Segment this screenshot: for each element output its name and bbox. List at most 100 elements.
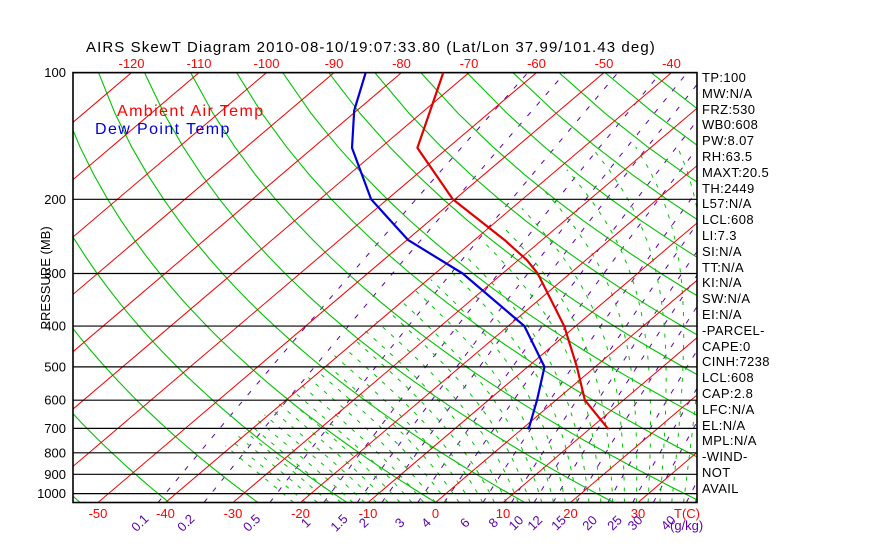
- sounding-profiles: [350, 72, 609, 430]
- isotherm-20: [570, 394, 697, 503]
- isotherm--50: [97, 72, 605, 503]
- stat-line: AVAIL: [702, 480, 739, 496]
- stat-line: PW:8.07: [702, 133, 755, 149]
- dry-adiabat-line: [190, 72, 697, 501]
- stat-line: LCL:608: [702, 212, 754, 228]
- moist-adiabat-line: [237, 435, 318, 503]
- dewpoint-temp-curve: [350, 72, 546, 430]
- top-axis-tick--40: -40: [662, 56, 681, 71]
- stat-line: CAP:2.8: [702, 385, 754, 401]
- pressure-tick-500: 500: [44, 359, 66, 374]
- top-axis-tick--60: -60: [527, 56, 546, 71]
- isotherm--100: [73, 72, 267, 238]
- dry-adiabat-line: [282, 72, 697, 416]
- moist-adiabat-line: [376, 321, 519, 503]
- stat-line: LI:7.3: [702, 227, 737, 243]
- top-axis-tick--120: -120: [118, 56, 144, 71]
- moist-adiabat-line: [285, 396, 401, 503]
- bottom-axis-tick--30: -30: [224, 506, 243, 521]
- dry-adiabat-lines: [73, 72, 697, 503]
- stat-line: MPL:N/A: [702, 433, 757, 449]
- moist-adiabat-line: [270, 408, 377, 503]
- stats-panel: TP:100 MW:N/A FRZ:530 WB0:608 PW:8.07 RH:63.5…: [702, 70, 867, 497]
- stat-line: KI:N/A: [702, 275, 742, 291]
- stat-line: RH:63.5: [702, 148, 753, 164]
- isotherm-lines: [73, 72, 697, 503]
- pressure-tick-700: 700: [44, 421, 66, 436]
- stat-line: TP:100: [702, 70, 747, 85]
- stat-line: TT:N/A: [702, 259, 745, 275]
- isotherm--40: [165, 72, 672, 503]
- pressure-tick-600: 600: [44, 393, 66, 408]
- mixing-ratio-line-6: [482, 190, 697, 503]
- moist-adiabat-line: [635, 146, 685, 503]
- moist-adiabat-line: [500, 224, 614, 503]
- moist-adiabat-line: [566, 169, 652, 503]
- pressure-tick-900: 900: [44, 467, 66, 482]
- pressure-axis-label: PRESSURE (MB): [38, 226, 53, 329]
- mixing-ratio-line-3: [417, 120, 697, 503]
- moist-adiabat-line: [590, 146, 667, 503]
- bottom-axis-tick--50: -50: [89, 506, 108, 521]
- pressure-tick-400: 400: [44, 319, 66, 334]
- pressure-tick-1000: 1000: [37, 486, 66, 501]
- mixing-ratio-line-15: [576, 305, 697, 503]
- stat-line: MAXT:20.5: [702, 164, 770, 180]
- stat-line: NOT: [702, 464, 731, 480]
- dry-adiabat-line: [73, 128, 437, 503]
- mixing-ratio-tick-3: 3: [392, 515, 408, 531]
- moist-adiabat-line: [415, 290, 555, 503]
- legend-ambient-air-temp: Ambient Air Temp: [117, 103, 265, 120]
- top-axis-tick--50: -50: [595, 56, 614, 71]
- bottom-axis-tick-20: 20: [563, 506, 577, 521]
- mixing-ratio-tick-0.1: 0.1: [128, 511, 151, 534]
- temp-unit-label: T(C): [674, 506, 700, 521]
- dry-adiabat-line: [73, 327, 259, 503]
- stat-line: L57:N/A: [702, 196, 752, 212]
- mixing-ratio-line-25: [632, 387, 697, 503]
- moist-adiabat-line: [481, 239, 602, 503]
- isotherm--70: [73, 72, 470, 410]
- moist-adiabat-line: [388, 311, 531, 503]
- mixing-ratio-tick-6: 6: [457, 515, 473, 531]
- stat-line: EI:N/A: [702, 306, 742, 322]
- stat-line: MW:N/A: [702, 85, 753, 101]
- bottom-axis-tick--40: -40: [156, 506, 175, 521]
- moist-adiabat-line: [543, 189, 638, 503]
- plot-border: [72, 71, 698, 504]
- stat-line: LFC:N/A: [702, 401, 755, 417]
- isotherm--90: [73, 72, 335, 295]
- moist-adiabat-line: [257, 420, 354, 503]
- stat-line: SW:N/A: [702, 291, 751, 307]
- moist-adiabat-line: [446, 266, 578, 503]
- mixing-ratio-line-20: [607, 349, 697, 503]
- pressure-tick-800: 800: [44, 445, 66, 460]
- bottom-axis-tick--20: -20: [291, 506, 310, 521]
- legend-dew-point-temp: Dew Point Temp: [95, 121, 231, 138]
- mixing-ratio-tick-0.5: 0.5: [240, 511, 263, 534]
- dry-adiabat-line: [328, 72, 697, 376]
- pressure-tick-300: 300: [44, 266, 66, 281]
- stat-line: -PARCEL-: [702, 322, 765, 338]
- stat-line: EL:N/A: [702, 417, 746, 433]
- moist-adiabat-line: [307, 377, 436, 503]
- stat-line: SI:N/A: [702, 243, 742, 259]
- isotherm--10: [367, 222, 697, 503]
- dry-adiabat-line: [466, 72, 697, 258]
- stat-line: CINH:7238: [702, 354, 770, 370]
- dry-adiabat-line: [73, 235, 348, 503]
- moist-adiabat-line: [264, 414, 365, 503]
- mixing-ratio-tick-0.2: 0.2: [174, 511, 197, 534]
- moist-adiabat-line: [343, 347, 484, 503]
- moist-adiabat-line: [244, 430, 330, 503]
- mixing-ratio-tick-1.5: 1.5: [327, 511, 350, 534]
- mixing-ratio-line-1: [323, 72, 662, 503]
- stat-line: TH:2449: [702, 180, 755, 196]
- moist-adiabat-line: [334, 355, 472, 503]
- mixing-ratio-tick-12: 12: [524, 512, 545, 533]
- isotherm--60: [73, 72, 537, 468]
- mixing-ratio-line-12: [552, 274, 697, 503]
- mixing-ratio-tick-20: 20: [579, 512, 600, 533]
